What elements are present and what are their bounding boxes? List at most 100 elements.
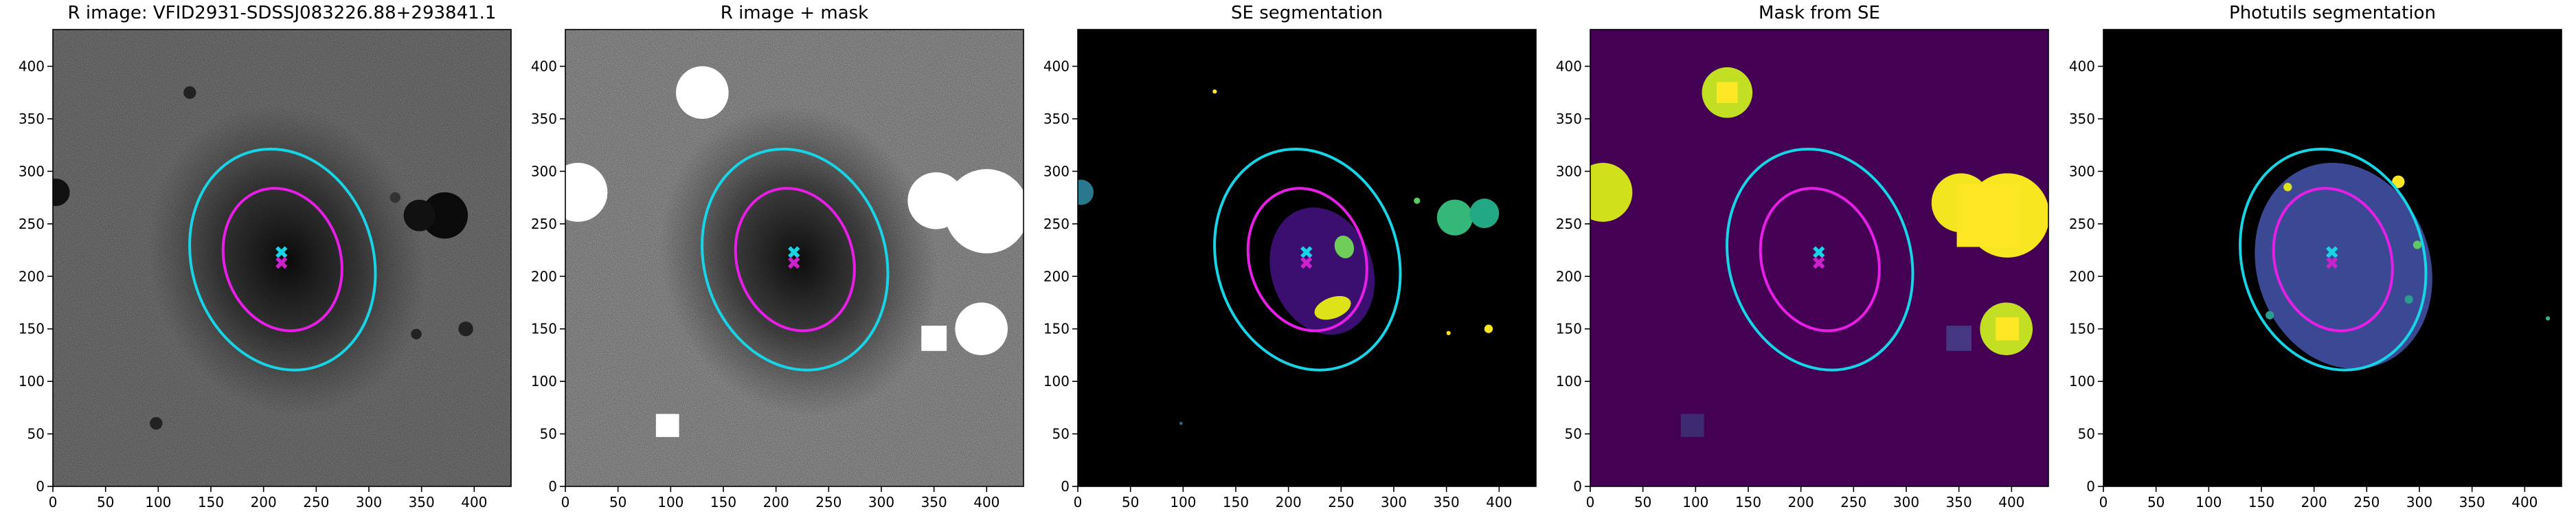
y-tick-label: 50 xyxy=(27,426,45,442)
image: ✖✖ xyxy=(1590,30,2048,486)
x-tick-label: 250 xyxy=(1840,494,1866,510)
x-tick-label: 400 xyxy=(2511,494,2538,510)
x-tick-label: 200 xyxy=(251,494,277,510)
x-tick-label: 250 xyxy=(2353,494,2380,510)
x-tick-label: 400 xyxy=(1998,494,2024,510)
blob xyxy=(2266,311,2274,319)
y-tick-label: 50 xyxy=(2078,426,2095,442)
blob xyxy=(403,199,436,232)
y-tick-label: 150 xyxy=(531,321,557,337)
y-tick-label: 100 xyxy=(2069,373,2095,390)
x-tick-label: 200 xyxy=(763,494,789,510)
outer-ellipse xyxy=(188,147,377,372)
inner-ellipse xyxy=(2272,187,2394,333)
center-marker: ✖ xyxy=(2325,254,2340,274)
blob xyxy=(955,302,1008,356)
panel-title: SE segmentation xyxy=(1231,3,1383,23)
y-tick-label: 250 xyxy=(19,216,45,232)
panel-title: Mask from SE xyxy=(1759,3,1880,23)
x-tick-label: 0 xyxy=(49,494,58,510)
y-tick-label: 200 xyxy=(19,268,45,284)
y-tick-label: 150 xyxy=(1043,321,1070,337)
center-marker: ✖ xyxy=(2325,243,2340,264)
y-tick-label: 50 xyxy=(1565,426,1582,442)
x-tick-label: 300 xyxy=(1381,494,1407,510)
inner-ellipse xyxy=(1759,187,1881,333)
y-tick-label: 200 xyxy=(1556,268,1582,284)
center-marker: ✖ xyxy=(1811,254,1827,274)
panel: ✖✖ SE segmentation 0 50 100 150 200 250 300 350 40… xyxy=(1043,3,1537,510)
x-tick-label: 100 xyxy=(1170,494,1196,510)
x-tick-label: 350 xyxy=(921,494,947,510)
y-tick-label: 300 xyxy=(19,163,45,179)
y-tick-label: 250 xyxy=(2069,216,2095,232)
y-tick-label: 250 xyxy=(1043,216,1070,232)
x-tick-label: 50 xyxy=(97,494,114,510)
center-marker: ✖ xyxy=(274,243,289,264)
x-tick-label: 300 xyxy=(868,494,894,510)
y-tick-label: 0 xyxy=(36,478,45,495)
x-tick-label: 100 xyxy=(657,494,683,510)
axes-frame xyxy=(1590,29,2049,487)
x-tick-label: 250 xyxy=(1328,494,1354,510)
x-tick-label: 150 xyxy=(198,494,224,510)
axes-frame xyxy=(1077,29,1537,487)
center-marker: ✖ xyxy=(1299,243,1314,264)
y-tick-label: 150 xyxy=(19,321,45,337)
inner-ellipse xyxy=(221,187,343,333)
y-tick-label: 150 xyxy=(2069,321,2095,337)
axes-frame xyxy=(2103,29,2562,487)
mask-square xyxy=(1956,183,2020,247)
mask-square xyxy=(1996,317,2020,341)
region xyxy=(2392,175,2405,188)
outer-ellipse xyxy=(2239,147,2428,372)
blob xyxy=(1078,179,1094,205)
blob xyxy=(1469,199,1500,228)
y-tick-label: 400 xyxy=(19,58,45,75)
image: ✖✖ xyxy=(53,30,511,486)
y-tick-label: 100 xyxy=(19,373,45,390)
x-tick-label: 50 xyxy=(1634,494,1651,510)
blob xyxy=(1436,199,1473,236)
panel-title: R image + mask xyxy=(721,3,869,23)
y-tick-label: 50 xyxy=(540,426,557,442)
axes-frame xyxy=(52,29,512,487)
blob xyxy=(2413,240,2422,249)
x-tick-label: 350 xyxy=(1946,494,1972,510)
y-tick-label: 0 xyxy=(2086,478,2095,495)
x-tick-label: 350 xyxy=(1434,494,1460,510)
x-tick-label: 150 xyxy=(1735,494,1761,510)
panel: ✖✖ R image: VFID2931-SDSSJ083226.88+29384… xyxy=(19,3,512,510)
blob xyxy=(1414,197,1421,204)
y-tick-label: 100 xyxy=(531,373,557,390)
region xyxy=(2255,163,2432,369)
y-tick-label: 100 xyxy=(1556,373,1582,390)
region xyxy=(1314,295,1351,320)
image-background xyxy=(1590,30,2048,486)
y-tick-label: 200 xyxy=(531,268,557,284)
x-tick-label: 50 xyxy=(2147,494,2165,510)
blob xyxy=(2404,295,2413,304)
outer-ellipse xyxy=(701,147,890,372)
blob xyxy=(421,192,468,239)
outer-ellipse xyxy=(1726,147,1914,372)
x-tick-label: 0 xyxy=(1074,494,1083,510)
region xyxy=(1334,235,1355,258)
mask-square xyxy=(1680,414,1704,438)
center-marker: ✖ xyxy=(1299,254,1314,274)
blob xyxy=(676,66,729,120)
center-marker: ✖ xyxy=(1811,243,1827,264)
y-tick-label: 200 xyxy=(2069,268,2095,284)
y-tick-label: 300 xyxy=(1043,163,1070,179)
x-tick-label: 150 xyxy=(710,494,736,510)
x-tick-label: 400 xyxy=(973,494,999,510)
panel: ✖✖ Mask from SE 0 50 100 150 200 250 300 350 400 0 5… xyxy=(1556,3,2049,510)
x-tick-label: 0 xyxy=(1586,494,1595,510)
blob xyxy=(565,163,608,222)
x-tick-label: 300 xyxy=(356,494,382,510)
blob xyxy=(458,321,473,337)
panel: ✖✖ Photutils segmentation 0 50 100 150 200 250 3… xyxy=(2069,3,2562,510)
x-tick-label: 300 xyxy=(2406,494,2432,510)
y-tick-label: 300 xyxy=(1556,163,1582,179)
blob xyxy=(150,417,163,430)
